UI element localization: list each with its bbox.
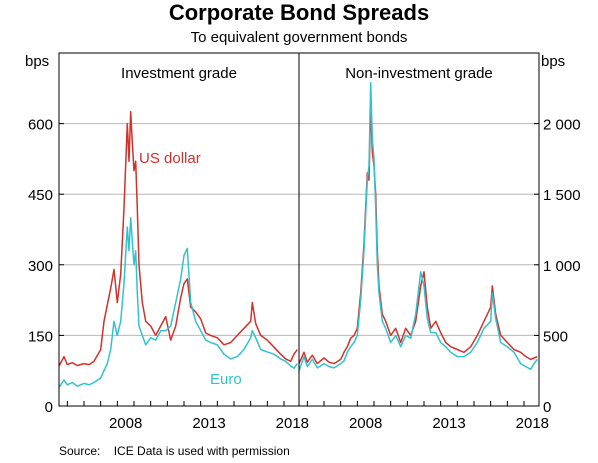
series-line-us-dollar <box>298 101 538 365</box>
series-lines <box>58 81 538 388</box>
x-tick-label: 2008 <box>349 415 382 432</box>
y-tick-label-left: 600 <box>28 117 53 134</box>
x-tick-label: 2008 <box>109 415 142 432</box>
left-unit-label: bps <box>25 53 49 70</box>
us-dollar-annotation: US dollar <box>139 150 201 167</box>
x-tick-label: 2013 <box>432 415 465 432</box>
x-tick-label: 2018 <box>516 415 549 432</box>
gridlines <box>59 123 539 336</box>
y-tick-label-right: 500 <box>543 328 568 345</box>
chart-subtitle: To equivalent government bonds <box>190 29 408 46</box>
y-tick-label-left: 150 <box>28 328 53 345</box>
euro-annotation: Euro <box>210 371 242 388</box>
y-tick-label-left: 450 <box>28 187 53 204</box>
x-tick-label: 2013 <box>192 415 225 432</box>
series-line-us-dollar <box>58 111 298 367</box>
right-unit-label: bps <box>541 53 565 70</box>
series-line-euro <box>58 216 298 388</box>
y-tick-label-right: 2 000 <box>543 117 581 134</box>
chart-labels: Investment grade Non-investment grade bp… <box>25 53 565 388</box>
left-panel-title: Investment grade <box>121 65 237 82</box>
x-tick-label: 2018 <box>276 415 309 432</box>
y-tick-label-right: 1 500 <box>543 187 581 204</box>
y-tick-label-right: 1 000 <box>543 258 581 275</box>
series-line-euro <box>298 81 538 371</box>
right-panel-title: Non-investment grade <box>345 65 493 82</box>
plot-frame <box>58 52 540 407</box>
chart-title: Corporate Bond Spreads <box>168 0 430 25</box>
y-tick-label-left: 0 <box>45 399 53 416</box>
y-tick-label-left: 300 <box>28 258 53 275</box>
source-note: Source: ICE Data is used with permission <box>59 444 290 458</box>
y-tick-label-right: 0 <box>543 399 551 416</box>
